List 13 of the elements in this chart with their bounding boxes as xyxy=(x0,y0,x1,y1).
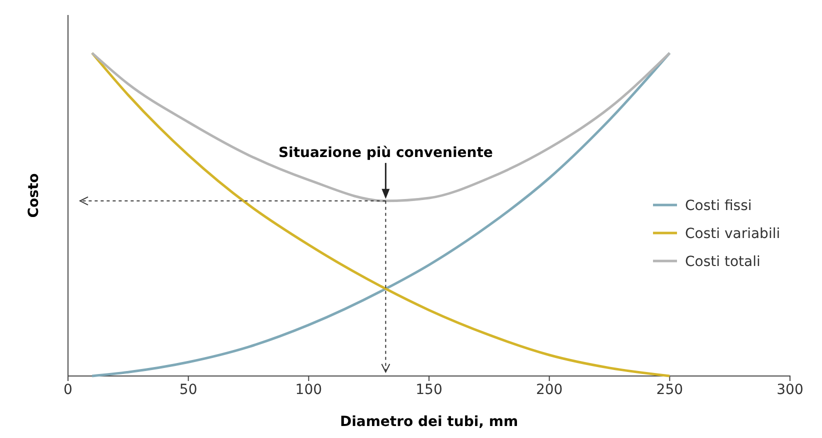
x-axis-title: Diametro dei tubi, mm xyxy=(340,414,518,430)
x-tick-label: 250 xyxy=(656,382,684,398)
x-tick-label: 300 xyxy=(776,382,804,398)
y-axis-title: Costo xyxy=(26,172,42,218)
annotation: Situazione più conveniente xyxy=(278,144,493,161)
x-tick-label: 50 xyxy=(179,382,198,398)
x-tick-label: 150 xyxy=(416,382,442,398)
legend-label: Costi totali xyxy=(685,254,760,270)
legend-label: Costi fissi xyxy=(685,198,752,214)
legend-label: Costi variabili xyxy=(685,226,780,242)
x-tick-label: 200 xyxy=(536,382,563,398)
x-tick-label: 0 xyxy=(64,382,72,398)
x-tick-label: 100 xyxy=(295,382,322,398)
